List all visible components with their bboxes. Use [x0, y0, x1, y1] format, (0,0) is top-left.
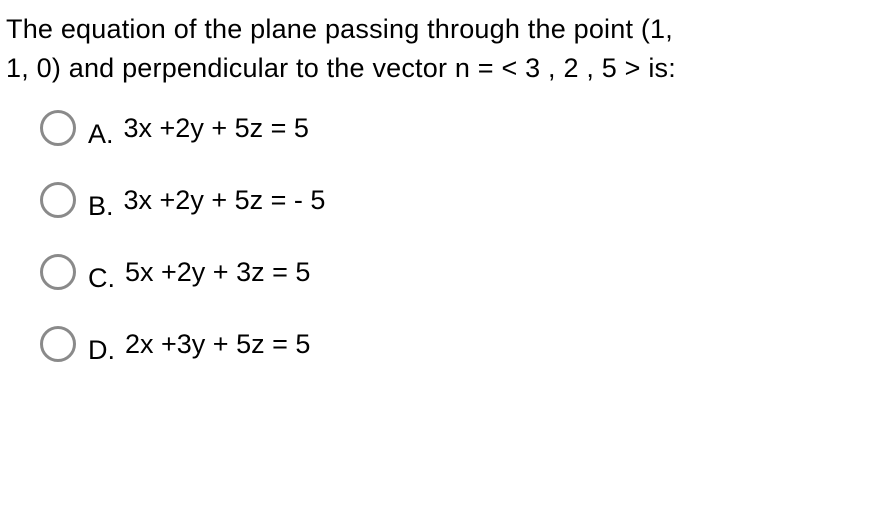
option-letter: B. [88, 191, 114, 222]
question-stem: The equation of the plane passing throug… [0, 0, 884, 88]
option-text: 3x +2y + 5z = - 5 [124, 185, 326, 216]
option-c[interactable]: C. 5x +2y + 3z = 5 [40, 254, 884, 290]
radio-icon [40, 254, 76, 290]
option-letter: D. [88, 335, 115, 366]
radio-icon [40, 110, 76, 146]
question-line-2: 1, 0) and perpendicular to the vector n … [6, 53, 676, 83]
option-letter: C. [88, 263, 115, 294]
option-text: 2x +3y + 5z = 5 [125, 329, 310, 360]
option-text: 5x +2y + 3z = 5 [125, 257, 310, 288]
radio-icon [40, 326, 76, 362]
option-a[interactable]: A. 3x +2y + 5z = 5 [40, 110, 884, 146]
option-letter: A. [88, 119, 114, 150]
options-group: A. 3x +2y + 5z = 5 B. 3x +2y + 5z = - 5 … [0, 88, 884, 362]
option-b[interactable]: B. 3x +2y + 5z = - 5 [40, 182, 884, 218]
option-text: 3x +2y + 5z = 5 [124, 113, 309, 144]
option-d[interactable]: D. 2x +3y + 5z = 5 [40, 326, 884, 362]
question-line-1: The equation of the plane passing throug… [6, 14, 673, 44]
radio-icon [40, 182, 76, 218]
